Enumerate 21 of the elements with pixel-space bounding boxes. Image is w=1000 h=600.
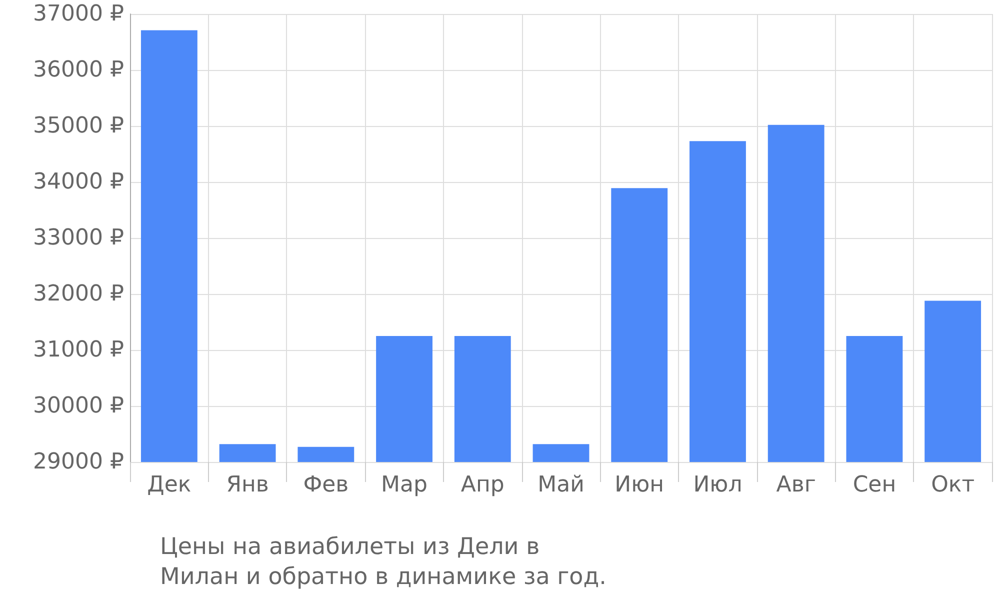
y-tick-label: 36000 ₽ <box>33 58 124 82</box>
y-tick-label: 31000 ₽ <box>33 338 124 362</box>
y-tick-label: 30000 ₽ <box>33 394 124 418</box>
y-tick-label: 35000 ₽ <box>33 114 124 138</box>
y-tick-label: 33000 ₽ <box>33 226 124 250</box>
y-tick-label: 37000 ₽ <box>33 2 124 26</box>
y-tick-label: 32000 ₽ <box>33 282 124 306</box>
x-tick-label: Сен <box>852 472 896 498</box>
x-tick-label: Июн <box>614 472 664 498</box>
text: Цены на авиабилеты из Дели в Милан и обратно в динамике за год. <box>160 534 606 590</box>
x-tick-label: Апр <box>460 472 504 498</box>
x-tick-label: Авг <box>776 472 816 498</box>
y-tick-label: 29000 ₽ <box>33 450 124 474</box>
x-tick-label: Дек <box>147 472 192 498</box>
x-tick-label: Фев <box>303 472 349 498</box>
x-tick-label: Окт <box>931 472 975 498</box>
x-tick-label: Июл <box>693 472 742 498</box>
x-tick-label: Май <box>538 472 584 498</box>
x-tick-label: Янв <box>226 472 269 498</box>
y-tick-label: 34000 ₽ <box>33 170 124 194</box>
x-tick-label: Мар <box>381 472 428 498</box>
